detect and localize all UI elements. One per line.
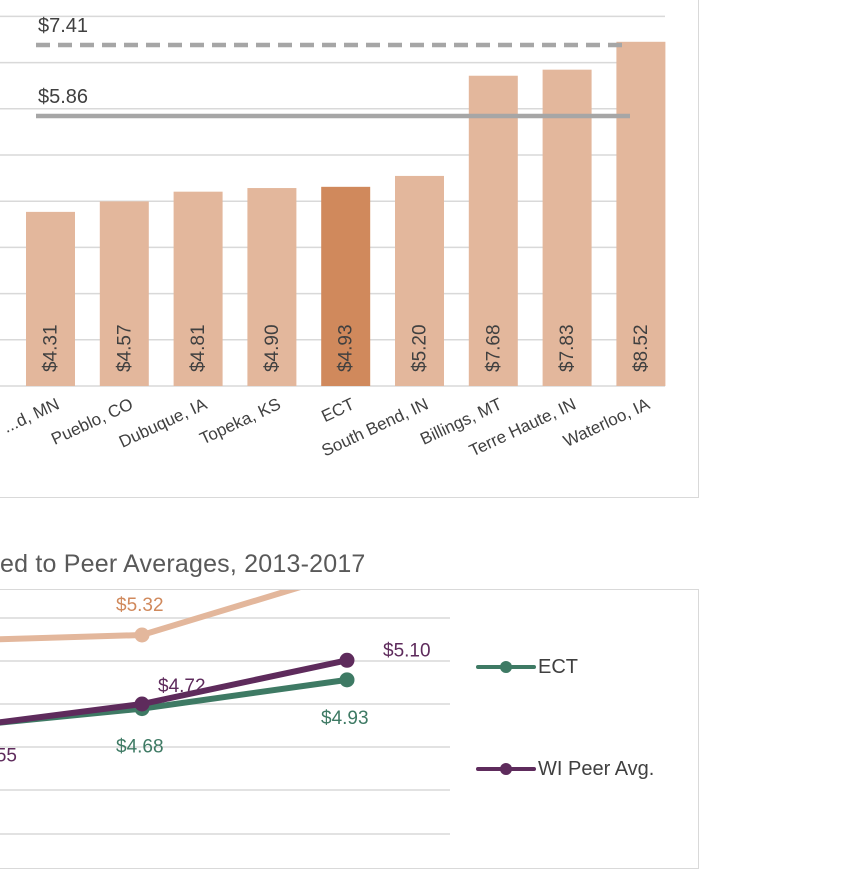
legend-swatch-ect xyxy=(476,655,536,679)
reference-label-1: $5.86 xyxy=(38,86,88,108)
series-label-1-2: $4.93 xyxy=(321,708,369,729)
series-line-0 xyxy=(0,590,301,643)
legend-label-wi-peer-avg: WI Peer Avg. xyxy=(538,757,655,780)
bar-6 xyxy=(468,75,518,386)
line-chart: $5.32$5.86$4.68$4.934.55$4.72$5.10 xyxy=(0,590,450,835)
legend-item-wi-peer-avg: WI Peer Avg. xyxy=(476,757,654,781)
bar-7 xyxy=(542,69,592,386)
series-label-0-1: $5.32 xyxy=(116,595,164,616)
bar-value-label: $5.20 xyxy=(410,324,431,372)
bar-0 xyxy=(26,211,75,386)
legend-label-ect: ECT xyxy=(538,655,578,678)
series-label-2-1: $4.72 xyxy=(158,676,206,697)
bar-value-label: $7.68 xyxy=(483,324,504,372)
bar-value-label: $4.90 xyxy=(262,324,283,372)
bar-value-label: $4.57 xyxy=(114,324,135,372)
bar-value-label: $8.52 xyxy=(631,324,652,372)
category-label: ECT xyxy=(319,394,358,426)
bar-5 xyxy=(395,175,444,386)
bar-4 xyxy=(321,186,371,386)
bar-value-label: $4.31 xyxy=(41,324,62,372)
series-point-1-2 xyxy=(339,672,355,688)
bar-value-label: $7.83 xyxy=(557,324,578,372)
series-label-2-0: 4.55 xyxy=(0,746,17,767)
reference-label-0: $7.41 xyxy=(38,15,88,37)
series-label-1-1: $4.68 xyxy=(116,737,164,758)
line-chart-title: ed to Peer Averages, 2013-2017 xyxy=(0,550,366,578)
series-point-0-1 xyxy=(134,627,150,643)
bar-2 xyxy=(173,191,223,386)
series-label-2-2: $5.10 xyxy=(383,640,431,661)
bar-8 xyxy=(616,41,666,387)
series-point-2-1 xyxy=(134,696,150,712)
series-point-2-2 xyxy=(339,652,355,668)
bar-1 xyxy=(99,201,149,386)
legend-item-ect: ECT xyxy=(476,655,578,679)
bar-3 xyxy=(247,188,297,386)
bar-value-label: $4.93 xyxy=(336,324,357,372)
legend-swatch-wi-peer-avg xyxy=(476,757,536,781)
category-label: Topeka, KS xyxy=(197,394,284,448)
bar-value-label: $4.81 xyxy=(188,324,209,372)
line-chart-legend: ECT WI Peer Avg. xyxy=(476,640,706,810)
